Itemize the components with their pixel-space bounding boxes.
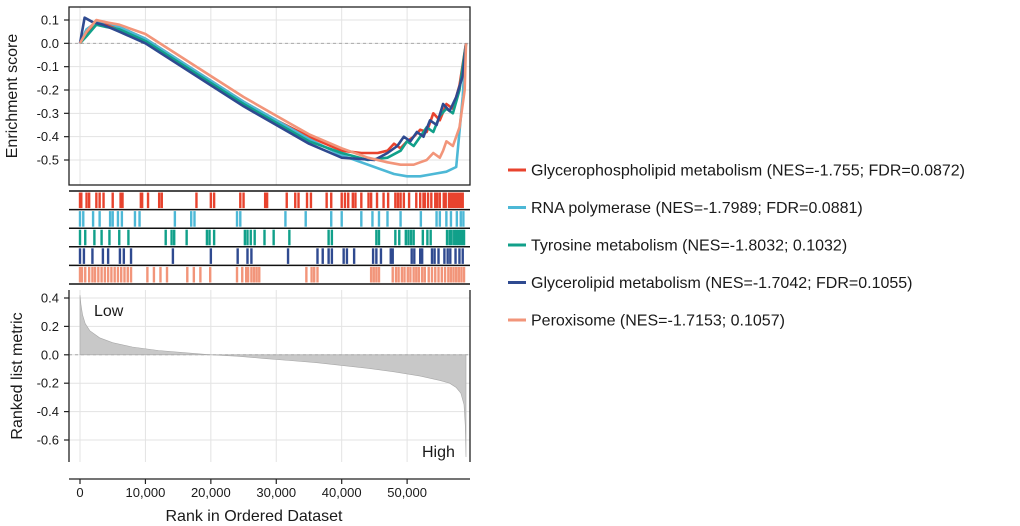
es-line-rna-polymerase bbox=[78, 21, 468, 178]
ranked-low-label: Low bbox=[94, 303, 124, 320]
x-tick-label: 10,000 bbox=[126, 485, 166, 500]
x-tick-label: 30,000 bbox=[256, 485, 296, 500]
x-tick-label: 50,000 bbox=[387, 485, 427, 500]
ranked-y-tick-label: 0.2 bbox=[41, 319, 59, 334]
ranked-grid bbox=[69, 290, 470, 462]
x-tick-label: 40,000 bbox=[322, 485, 362, 500]
enrichment-y-label: Enrichment score bbox=[4, 34, 21, 159]
enrichment-y-tick-label: -0.4 bbox=[37, 129, 59, 144]
es-line-peroxisome bbox=[78, 18, 468, 166]
ranked-panel: 0.4 0.2 0.0 -0.2 -0.4 -0.6 Low High Ranked li… bbox=[9, 290, 471, 462]
x-tick-label: 0 bbox=[76, 485, 83, 500]
ranked-y-ticks: 0.4 0.2 0.0 -0.2 -0.4 -0.6 bbox=[37, 291, 69, 448]
ranked-metric-area bbox=[79, 295, 467, 458]
enrichment-panel: 0.1 0.0 -0.1 -0.2 -0.3 -0.4 -0.5 Enrichment sc… bbox=[4, 6, 471, 186]
enrichment-y-tick-label: -0.5 bbox=[37, 153, 59, 168]
es-line-glycerolipid-metabolism bbox=[78, 16, 468, 162]
legend-label-tyrosine-metabolism: Tyrosine metabolism (NES=-1.8032; 0.1032… bbox=[531, 238, 847, 255]
enrichment-y-tick-label: -0.2 bbox=[37, 83, 59, 98]
enrichment-y-tick-label: -0.1 bbox=[37, 59, 59, 74]
x-tick-label: 20,000 bbox=[191, 485, 231, 500]
hits-panel bbox=[69, 190, 470, 285]
hit-barcodes bbox=[78, 192, 466, 283]
enrichment-y-tick-label: 0.1 bbox=[41, 13, 59, 28]
enrichment-y-tick-label: 0.0 bbox=[41, 36, 59, 51]
legend-label-glycerolipid-metabolism: Glycerolipid metabolism (NES=-1.7042; FD… bbox=[531, 275, 913, 292]
legend-label-peroxisome: Peroxisome (NES=-1.7153; 0.1057) bbox=[531, 313, 785, 330]
legend: Glycerophospholipid metabolism (NES=-1.7… bbox=[508, 163, 965, 330]
enrichment-frame bbox=[68, 6, 471, 186]
x-axis: 0 10,000 20,000 30,000 40,000 50,000 Rank in … bbox=[69, 478, 470, 525]
ranked-y-tick-label: 0.4 bbox=[41, 291, 59, 306]
legend-label-glycerophospholipid-metabolism: Glycerophospholipid metabolism (NES=-1.7… bbox=[531, 163, 965, 180]
ranked-y-tick-label: -0.6 bbox=[37, 433, 59, 448]
ranked-y-tick-label: -0.4 bbox=[37, 404, 59, 419]
enrichment-lines bbox=[78, 16, 468, 178]
x-axis-label: Rank in Ordered Dataset bbox=[166, 508, 344, 525]
enrichment-y-tick-label: -0.3 bbox=[37, 106, 59, 121]
ranked-high-label: High bbox=[422, 444, 455, 461]
x-ticks: 0 10,000 20,000 30,000 40,000 50,000 bbox=[76, 479, 427, 500]
es-line-glycerophospholipid-metabolism bbox=[78, 23, 468, 155]
ranked-y-tick-label: -0.2 bbox=[37, 376, 59, 391]
enrichment-grid bbox=[69, 7, 470, 185]
ranked-y-tick-label: 0.0 bbox=[41, 347, 59, 362]
hit-row-dividers bbox=[69, 190, 470, 285]
enrichment-y-ticks: 0.1 0.0 -0.1 -0.2 -0.3 -0.4 -0.5 bbox=[37, 13, 69, 168]
ranked-y-label: Ranked list metric bbox=[9, 312, 26, 439]
legend-label-rna-polymerase: RNA polymerase (NES=-1.7989; FDR=0.0881) bbox=[531, 200, 863, 217]
